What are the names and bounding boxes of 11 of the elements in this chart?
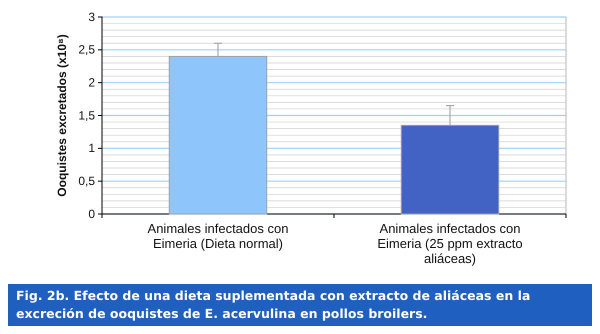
y-tick-label: 2 — [88, 76, 96, 90]
x-tick-label: Animales infectados con Eimeria (25 ppm extracto aliáceas) — [377, 221, 523, 266]
text: Fig. 2b. Efecto de una dieta suplementada con extracto de aliáceas en la excreción de ooquistes de E. acervulina en pollos broilers. — [8, 284, 592, 326]
x-tick-label: Animales infectados con Eimeria (Dieta normal) — [148, 221, 288, 251]
y-tick-label: 1,5 — [78, 108, 96, 122]
y-tick-label: 0,5 — [78, 174, 96, 188]
y-tick-label: 0 — [88, 206, 96, 221]
y-tick-label: 1 — [88, 141, 96, 156]
y-axis-title: Ooquistes excretados (x10⁸) — [55, 34, 69, 197]
y-tick-label: 3 — [88, 10, 96, 24]
y-tick-label: 2,5 — [78, 42, 96, 57]
